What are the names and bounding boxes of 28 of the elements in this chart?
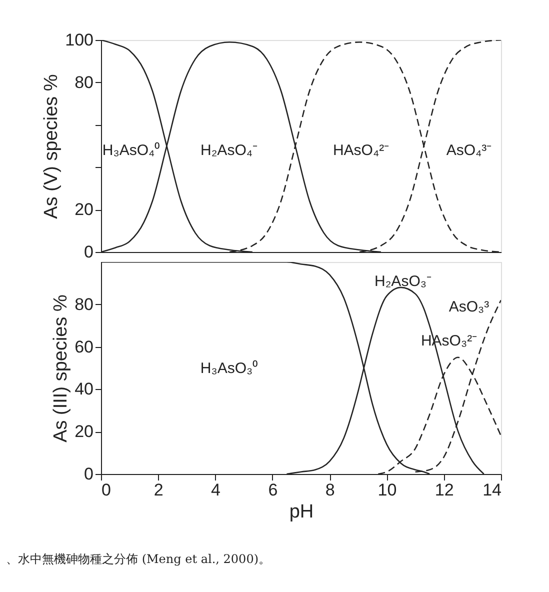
annotation: H₃AsO₄⁰ xyxy=(102,142,160,160)
x-tick-label: 12 xyxy=(434,480,454,500)
y-tick-label: 0 xyxy=(84,242,94,262)
y-tick-label: 80 xyxy=(74,72,94,92)
y-axis-title: As (V) species % xyxy=(41,74,62,219)
x-tick-label: 2 xyxy=(154,480,164,500)
x-tick-label: 4 xyxy=(211,480,221,500)
y-tick-label: 40 xyxy=(74,380,94,399)
x-tick-label: 10 xyxy=(378,480,397,500)
annotation: H₃AsO₃⁰ xyxy=(200,360,258,377)
x-axis-title: pH xyxy=(289,502,314,522)
annotation: AsO₄³⁻ xyxy=(446,142,492,160)
y-tick-label: 100 xyxy=(65,30,94,50)
annotation: H₂AsO₃⁻ xyxy=(374,273,432,290)
annotation: HAsO₄²⁻ xyxy=(332,142,390,160)
y-tick-label: 80 xyxy=(74,294,94,314)
x-tick-label: 14 xyxy=(482,480,502,500)
annotation: H₂AsO₄⁻ xyxy=(200,142,258,160)
y-tick-label: 60 xyxy=(74,337,94,356)
x-tick-label: 6 xyxy=(268,480,278,500)
y-axis-title: As (III) species % xyxy=(50,294,72,442)
y-tick-label: 0 xyxy=(84,464,94,484)
x-tick-label: 0 xyxy=(102,480,111,500)
y-tick-label: 20 xyxy=(74,422,94,442)
x-tick-label: 8 xyxy=(325,480,335,500)
annotation: AsO₃³ xyxy=(448,298,490,316)
y-tick-label: 20 xyxy=(74,200,94,220)
text: 、水中無機砷物種之分佈 (Meng et al., 2000)。 xyxy=(6,552,271,566)
